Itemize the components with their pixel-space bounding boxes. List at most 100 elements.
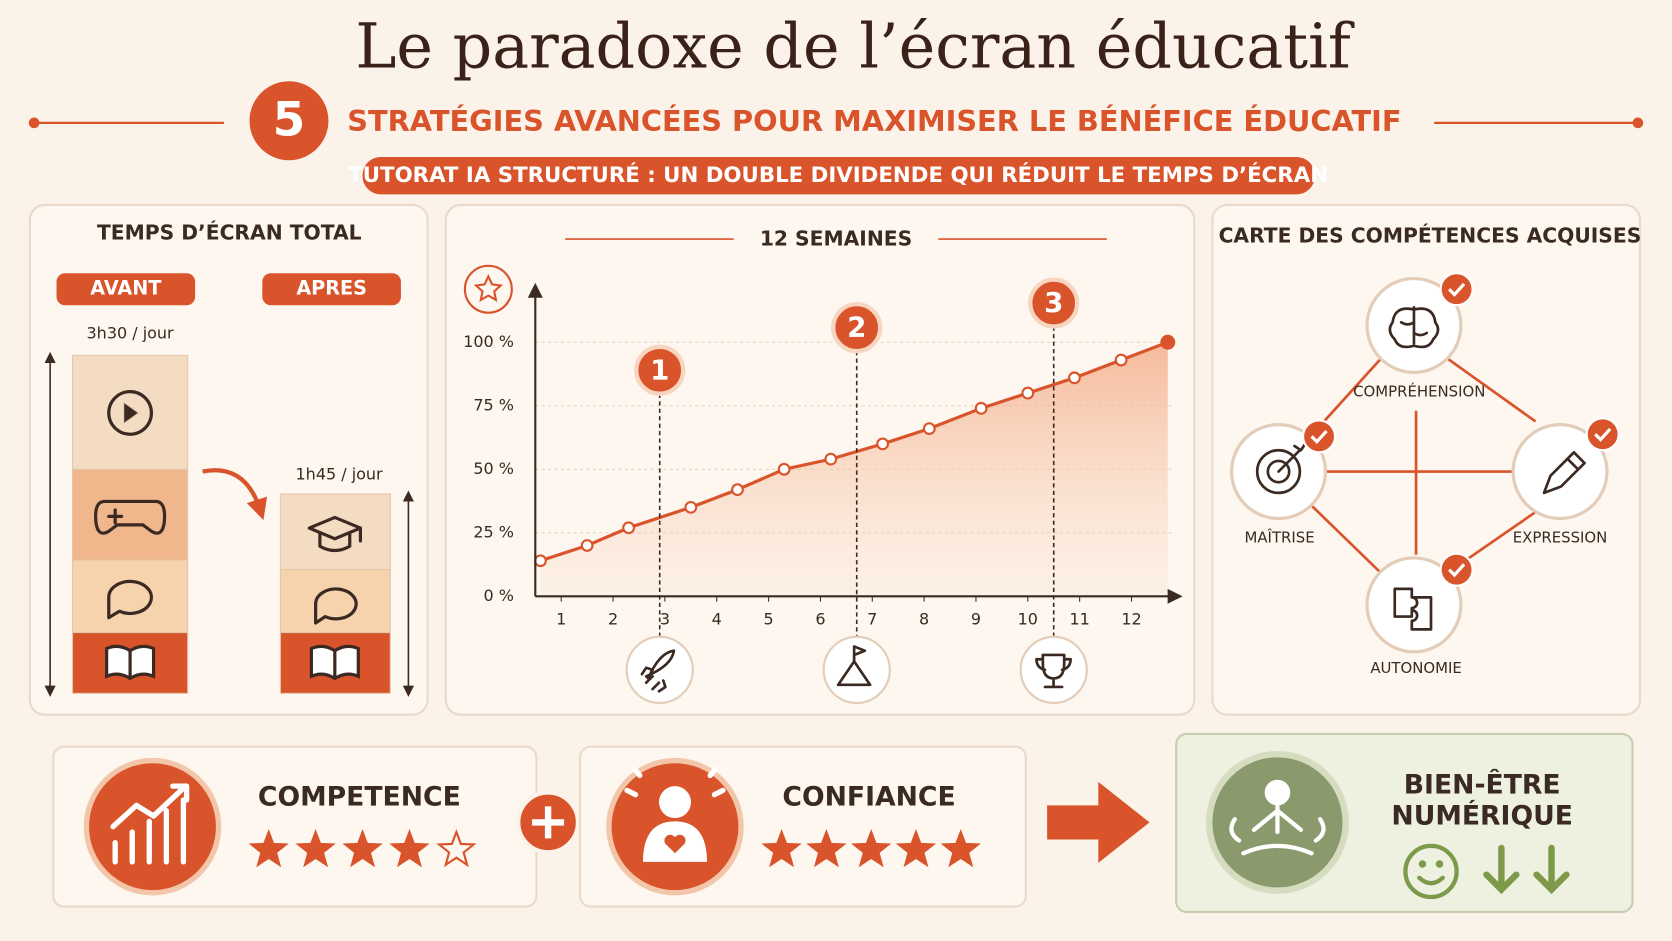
point bbox=[824, 452, 838, 466]
area bbox=[540, 342, 1168, 597]
y-tick-label: 75 % bbox=[473, 395, 514, 414]
x-tick-label: 4 bbox=[712, 609, 722, 628]
check bbox=[1439, 272, 1474, 307]
x-tick-label: 3 bbox=[660, 609, 670, 628]
badge bbox=[56, 273, 196, 306]
skill-nodes: COMPRÉHENSION MAÎTRISE EXPRESSION AUTONOMIE bbox=[1230, 272, 1620, 677]
x-tick-label: 6 bbox=[815, 609, 825, 628]
point bbox=[1114, 353, 1128, 367]
star bbox=[342, 828, 383, 868]
number-badge bbox=[249, 81, 329, 161]
after-value: 1h45 / jour bbox=[296, 464, 384, 483]
x-tick-label: 9 bbox=[971, 609, 981, 628]
check bbox=[1594, 427, 1612, 442]
x-tick-label: 1 bbox=[556, 609, 566, 628]
point bbox=[1021, 386, 1035, 400]
outcome-label: CONFIANCE bbox=[782, 781, 955, 812]
x-tick-label: 12 bbox=[1121, 609, 1141, 628]
milestone-icon bbox=[1019, 635, 1088, 705]
point bbox=[622, 521, 636, 535]
subtitle: STRATÉGIES AVANCÉES POUR MAXIMISER LE BÉ… bbox=[347, 104, 1401, 138]
skill-label: EXPRESSION bbox=[1513, 529, 1608, 547]
before-stack bbox=[71, 354, 189, 694]
star bbox=[940, 828, 981, 868]
meditation-icon bbox=[1229, 779, 1326, 856]
banner-text: TUTORAT IA STRUCTURÉ : UN DOUBLE DIVIDEN… bbox=[348, 162, 1328, 188]
milestone-icon bbox=[1035, 653, 1072, 689]
star bbox=[761, 828, 802, 868]
skill-node bbox=[1511, 423, 1609, 521]
plus bbox=[532, 806, 565, 839]
wellbeing-icons bbox=[1403, 843, 1570, 900]
check bbox=[1585, 417, 1620, 452]
result-label: NUMÉRIQUE bbox=[1391, 800, 1573, 832]
before-label: AVANT bbox=[90, 277, 161, 300]
y-tick-label: 0 % bbox=[484, 586, 514, 605]
skill-label: COMPRÉHENSION bbox=[1353, 383, 1485, 401]
before-value: 3h30 / jour bbox=[87, 324, 175, 343]
skill-icon bbox=[1393, 587, 1433, 631]
skill-icon bbox=[1255, 442, 1307, 495]
x-tick-label: 7 bbox=[867, 609, 877, 628]
point bbox=[1160, 334, 1176, 350]
title: Le paradoxe de l’écran éducatif bbox=[355, 11, 1355, 83]
y-tick-label: 25 % bbox=[473, 522, 514, 541]
check bbox=[1310, 429, 1328, 445]
panel bbox=[1211, 203, 1642, 716]
check bbox=[1439, 552, 1474, 587]
star bbox=[389, 828, 430, 868]
check bbox=[1301, 419, 1337, 454]
star-icon bbox=[473, 273, 504, 302]
x-tick-label: 8 bbox=[919, 609, 929, 628]
milestone-icon bbox=[822, 635, 891, 705]
growth-icon bbox=[110, 783, 190, 865]
milestone-icon bbox=[836, 645, 872, 687]
star bbox=[436, 828, 477, 868]
marker-badge bbox=[634, 344, 686, 396]
banner bbox=[362, 157, 1315, 195]
marker-badge bbox=[1028, 277, 1080, 329]
milestone-icon bbox=[640, 649, 676, 693]
star bbox=[851, 828, 892, 868]
after-stack bbox=[279, 493, 391, 694]
check bbox=[1448, 282, 1466, 297]
outcome-label: COMPETENCE bbox=[258, 781, 461, 812]
x-tick-label: 2 bbox=[608, 609, 618, 628]
panel-title: TEMPS D’ÉCRAN TOTAL bbox=[97, 220, 362, 244]
point bbox=[731, 483, 744, 497]
star-icon bbox=[463, 264, 513, 314]
check bbox=[1448, 563, 1466, 578]
point bbox=[974, 401, 988, 415]
marker-badge bbox=[831, 302, 883, 354]
star bbox=[806, 828, 847, 868]
skill-node bbox=[1365, 556, 1463, 654]
star bbox=[248, 828, 289, 868]
point bbox=[922, 422, 936, 436]
header-rule bbox=[28, 117, 1644, 129]
result-arrow bbox=[1047, 781, 1150, 863]
skill-label: AUTONOMIE bbox=[1370, 659, 1462, 677]
skill-icon bbox=[1542, 451, 1586, 495]
panel-title: CARTE DES COMPÉTENCES ACQUISES bbox=[1219, 223, 1642, 247]
after-label: APRES bbox=[296, 277, 367, 300]
point bbox=[580, 539, 594, 552]
reduction-arrow bbox=[202, 468, 268, 521]
point bbox=[684, 501, 698, 514]
skill-label: MAÎTRISE bbox=[1244, 529, 1314, 547]
point bbox=[534, 554, 547, 568]
x-tick-label: 11 bbox=[1069, 609, 1089, 628]
point bbox=[777, 462, 791, 476]
point bbox=[876, 437, 890, 451]
icon-circle bbox=[83, 757, 222, 896]
x-tick-label: 5 bbox=[764, 609, 774, 628]
stars bbox=[248, 828, 981, 868]
star bbox=[895, 828, 937, 868]
x-tick-label: 10 bbox=[1018, 609, 1038, 628]
marker-label: 2 bbox=[847, 311, 866, 344]
confidence-icon bbox=[624, 766, 726, 862]
marker-label: 3 bbox=[1044, 286, 1063, 319]
star bbox=[295, 828, 336, 868]
number: 5 bbox=[273, 92, 306, 147]
